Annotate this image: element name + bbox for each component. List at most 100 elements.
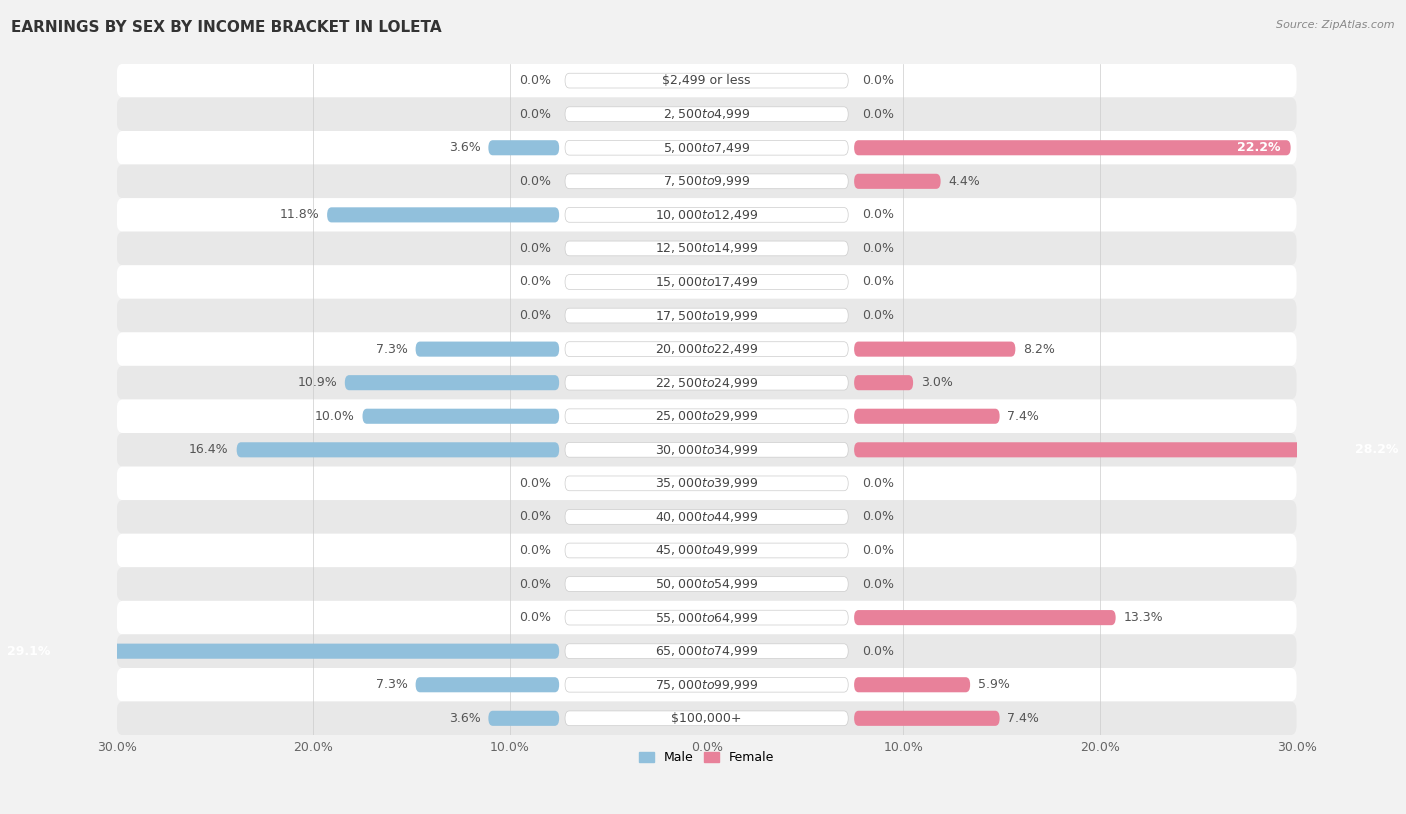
FancyBboxPatch shape <box>117 668 1296 702</box>
Text: 3.6%: 3.6% <box>449 142 481 154</box>
FancyBboxPatch shape <box>117 265 1296 299</box>
FancyBboxPatch shape <box>117 98 1296 131</box>
Text: 0.0%: 0.0% <box>519 611 551 624</box>
Text: $25,000 to $29,999: $25,000 to $29,999 <box>655 409 758 423</box>
FancyBboxPatch shape <box>416 677 560 692</box>
Text: 0.0%: 0.0% <box>519 510 551 523</box>
FancyBboxPatch shape <box>117 400 1296 433</box>
FancyBboxPatch shape <box>328 208 560 222</box>
FancyBboxPatch shape <box>117 567 1296 601</box>
FancyBboxPatch shape <box>117 433 1296 466</box>
Text: 0.0%: 0.0% <box>862 578 894 590</box>
FancyBboxPatch shape <box>236 442 560 457</box>
FancyBboxPatch shape <box>117 164 1296 198</box>
Text: 3.6%: 3.6% <box>449 711 481 724</box>
Text: $55,000 to $64,999: $55,000 to $64,999 <box>655 610 758 624</box>
Text: 0.0%: 0.0% <box>519 275 551 288</box>
Text: 0.0%: 0.0% <box>862 645 894 658</box>
FancyBboxPatch shape <box>117 601 1296 634</box>
FancyBboxPatch shape <box>853 140 1291 155</box>
FancyBboxPatch shape <box>565 644 848 659</box>
FancyBboxPatch shape <box>117 466 1296 500</box>
Text: 13.3%: 13.3% <box>1123 611 1163 624</box>
Text: $45,000 to $49,999: $45,000 to $49,999 <box>655 544 758 558</box>
Text: 7.3%: 7.3% <box>375 678 408 691</box>
FancyBboxPatch shape <box>853 375 912 390</box>
FancyBboxPatch shape <box>853 610 1115 625</box>
Text: 8.2%: 8.2% <box>1024 343 1054 356</box>
FancyBboxPatch shape <box>565 476 848 491</box>
Text: $17,500 to $19,999: $17,500 to $19,999 <box>655 309 758 322</box>
Text: $40,000 to $44,999: $40,000 to $44,999 <box>655 510 758 524</box>
Text: 0.0%: 0.0% <box>862 309 894 322</box>
FancyBboxPatch shape <box>416 342 560 357</box>
Text: 0.0%: 0.0% <box>862 208 894 221</box>
FancyBboxPatch shape <box>565 443 848 457</box>
Text: $22,500 to $24,999: $22,500 to $24,999 <box>655 376 758 390</box>
Text: $35,000 to $39,999: $35,000 to $39,999 <box>655 476 758 490</box>
FancyBboxPatch shape <box>565 107 848 121</box>
Text: 0.0%: 0.0% <box>862 74 894 87</box>
Text: $65,000 to $74,999: $65,000 to $74,999 <box>655 644 758 659</box>
Text: 0.0%: 0.0% <box>519 107 551 120</box>
Text: 0.0%: 0.0% <box>862 242 894 255</box>
FancyBboxPatch shape <box>117 198 1296 232</box>
Text: $2,499 or less: $2,499 or less <box>662 74 751 87</box>
Text: 7.4%: 7.4% <box>1008 409 1039 422</box>
Text: 28.2%: 28.2% <box>1355 444 1399 457</box>
FancyBboxPatch shape <box>565 375 848 390</box>
Legend: Male, Female: Male, Female <box>634 746 779 769</box>
Text: 0.0%: 0.0% <box>862 544 894 557</box>
FancyBboxPatch shape <box>565 409 848 423</box>
FancyBboxPatch shape <box>117 299 1296 332</box>
Text: 4.4%: 4.4% <box>949 175 980 188</box>
FancyBboxPatch shape <box>565 274 848 290</box>
Text: 0.0%: 0.0% <box>862 275 894 288</box>
Text: 7.4%: 7.4% <box>1008 711 1039 724</box>
Text: $10,000 to $12,499: $10,000 to $12,499 <box>655 208 758 222</box>
Text: Source: ZipAtlas.com: Source: ZipAtlas.com <box>1277 20 1395 30</box>
FancyBboxPatch shape <box>488 711 560 726</box>
FancyBboxPatch shape <box>853 342 1015 357</box>
Text: EARNINGS BY SEX BY INCOME BRACKET IN LOLETA: EARNINGS BY SEX BY INCOME BRACKET IN LOL… <box>11 20 441 35</box>
Text: 0.0%: 0.0% <box>519 477 551 490</box>
FancyBboxPatch shape <box>565 73 848 88</box>
Text: 0.0%: 0.0% <box>862 510 894 523</box>
FancyBboxPatch shape <box>853 173 941 189</box>
FancyBboxPatch shape <box>117 232 1296 265</box>
FancyBboxPatch shape <box>565 677 848 692</box>
FancyBboxPatch shape <box>117 534 1296 567</box>
FancyBboxPatch shape <box>117 702 1296 735</box>
FancyBboxPatch shape <box>565 140 848 155</box>
FancyBboxPatch shape <box>565 208 848 222</box>
FancyBboxPatch shape <box>363 409 560 424</box>
FancyBboxPatch shape <box>853 711 1000 726</box>
Text: 0.0%: 0.0% <box>862 477 894 490</box>
FancyBboxPatch shape <box>565 543 848 558</box>
FancyBboxPatch shape <box>565 309 848 323</box>
FancyBboxPatch shape <box>344 375 560 390</box>
Text: 5.9%: 5.9% <box>979 678 1010 691</box>
FancyBboxPatch shape <box>565 241 848 256</box>
Text: 0.0%: 0.0% <box>862 107 894 120</box>
Text: $12,500 to $14,999: $12,500 to $14,999 <box>655 242 758 256</box>
Text: $2,500 to $4,999: $2,500 to $4,999 <box>662 107 751 121</box>
Text: 11.8%: 11.8% <box>280 208 319 221</box>
FancyBboxPatch shape <box>565 576 848 592</box>
Text: 0.0%: 0.0% <box>519 578 551 590</box>
Text: 0.0%: 0.0% <box>519 74 551 87</box>
FancyBboxPatch shape <box>853 409 1000 424</box>
Text: $30,000 to $34,999: $30,000 to $34,999 <box>655 443 758 457</box>
Text: 29.1%: 29.1% <box>7 645 51 658</box>
FancyBboxPatch shape <box>853 442 1406 457</box>
FancyBboxPatch shape <box>565 342 848 357</box>
Text: $50,000 to $54,999: $50,000 to $54,999 <box>655 577 758 591</box>
FancyBboxPatch shape <box>853 677 970 692</box>
FancyBboxPatch shape <box>488 140 560 155</box>
FancyBboxPatch shape <box>565 174 848 189</box>
FancyBboxPatch shape <box>117 63 1296 98</box>
FancyBboxPatch shape <box>565 510 848 524</box>
FancyBboxPatch shape <box>117 332 1296 366</box>
Text: $75,000 to $99,999: $75,000 to $99,999 <box>655 678 758 692</box>
Text: 16.4%: 16.4% <box>190 444 229 457</box>
